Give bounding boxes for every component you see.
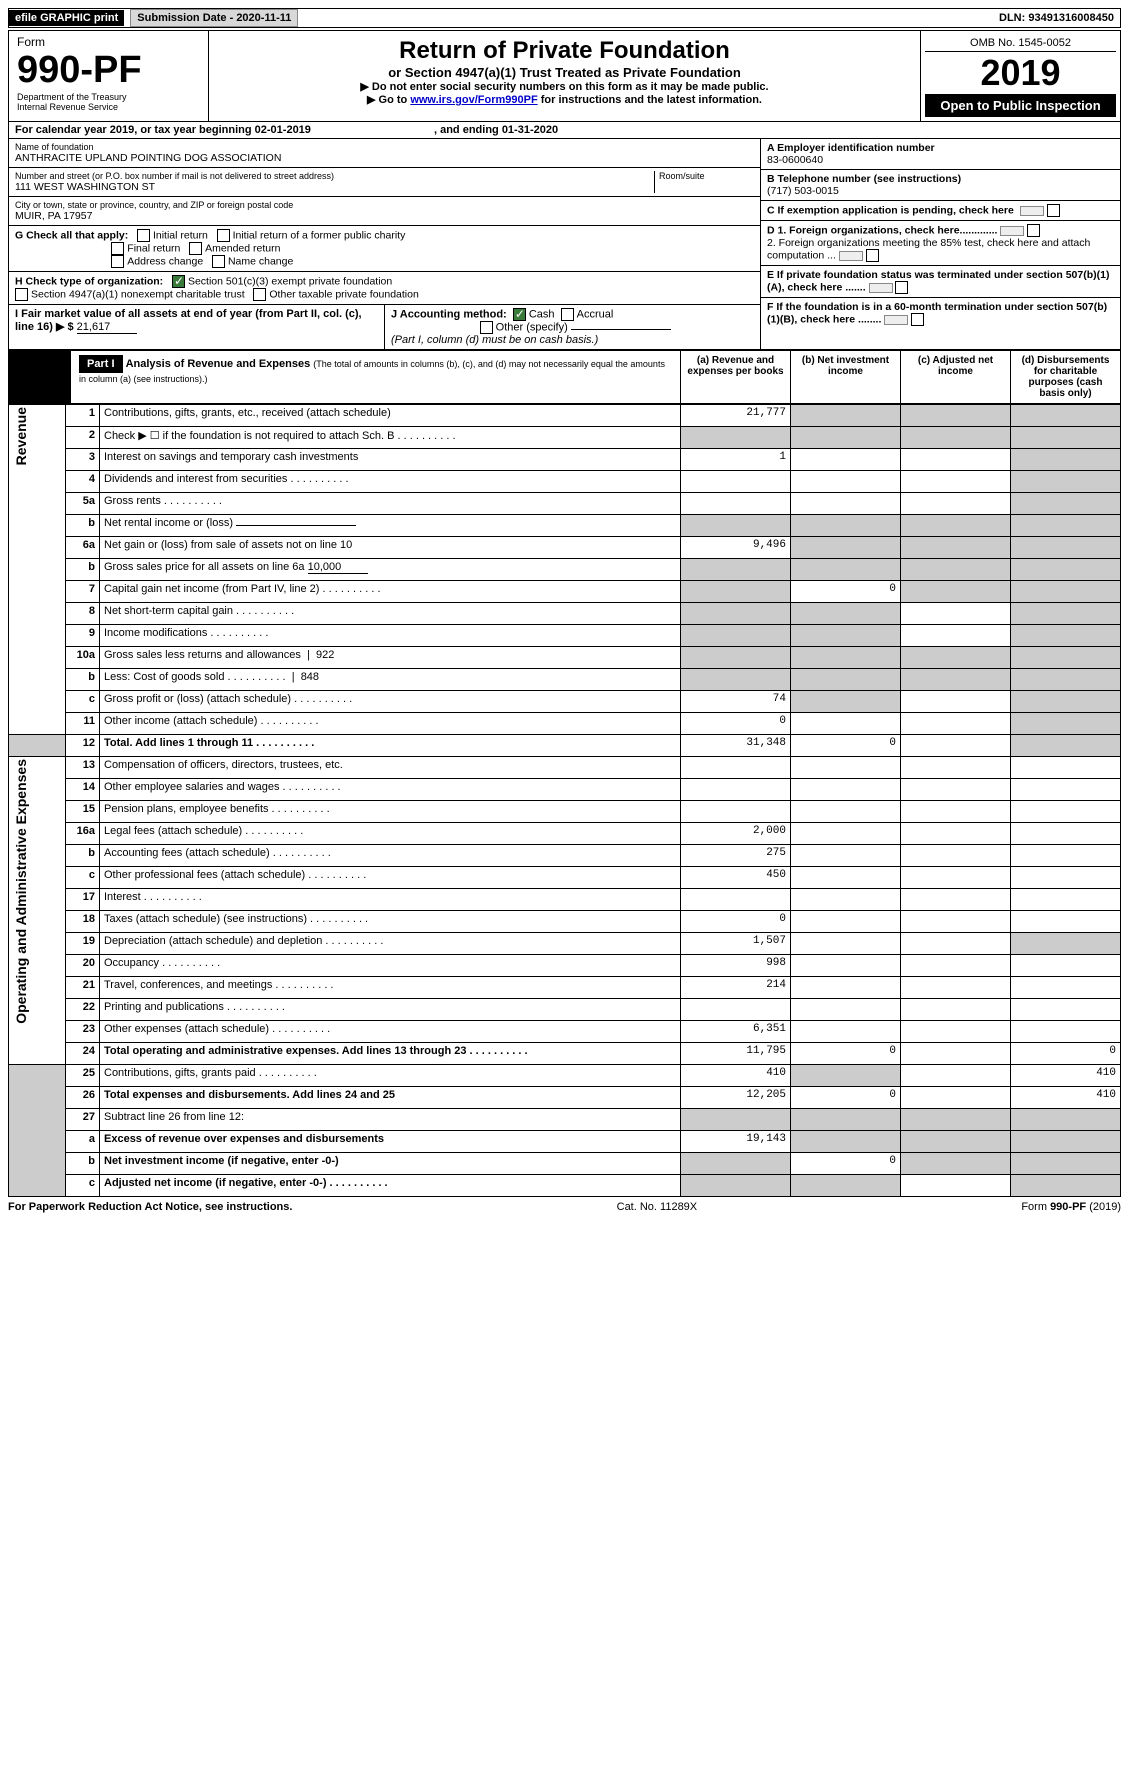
chk-accrual[interactable] bbox=[561, 308, 574, 321]
chk-initial[interactable] bbox=[137, 229, 150, 242]
phone-label: B Telephone number (see instructions) bbox=[767, 173, 1114, 185]
d2-label: 2. Foreign organizations meeting the 85%… bbox=[767, 237, 1114, 262]
col-b-hdr: (b) Net investment income bbox=[790, 351, 900, 403]
cash-basis-note: (Part I, column (d) must be on cash basi… bbox=[391, 334, 598, 346]
phone-value: (717) 503-0015 bbox=[767, 185, 1114, 197]
chk-d2[interactable] bbox=[866, 249, 879, 262]
chk-amended[interactable] bbox=[189, 242, 202, 255]
col-d-hdr: (d) Disbursements for charitable purpose… bbox=[1010, 351, 1120, 403]
chk-d1[interactable] bbox=[1027, 224, 1040, 237]
part1-table: Revenue 1Contributions, gifts, grants, e… bbox=[8, 404, 1121, 1197]
col-c-hdr: (c) Adjusted net income bbox=[900, 351, 1010, 403]
opex-label: Operating and Administrative Expenses bbox=[13, 759, 29, 1024]
calendar-year: For calendar year 2019, or tax year begi… bbox=[9, 122, 1120, 138]
instr-2: ▶ Go to www.irs.gov/Form990PF for instru… bbox=[221, 93, 908, 106]
chk-e[interactable] bbox=[895, 281, 908, 294]
chk-other-tax[interactable] bbox=[253, 288, 266, 301]
irs-link[interactable]: www.irs.gov/Form990PF bbox=[410, 94, 537, 106]
chk-other-method[interactable] bbox=[480, 321, 493, 334]
footer-right: Form 990-PF (2019) bbox=[1021, 1201, 1121, 1213]
chk-501c3[interactable] bbox=[172, 275, 185, 288]
c-label: C If exemption application is pending, c… bbox=[767, 204, 1014, 216]
form-word: Form bbox=[17, 35, 200, 49]
fmv-value: 21,617 bbox=[77, 321, 137, 334]
part1-title: Analysis of Revenue and Expenses bbox=[126, 358, 311, 370]
addr-label: Number and street (or P.O. box number if… bbox=[15, 171, 654, 181]
foundation-name: ANTHRACITE UPLAND POINTING DOG ASSOCIATI… bbox=[15, 152, 754, 164]
form-subtitle: or Section 4947(a)(1) Trust Treated as P… bbox=[221, 65, 908, 80]
arrow-icon bbox=[1020, 206, 1044, 216]
dept: Department of the Treasury bbox=[17, 92, 200, 102]
city-label: City or town, state or province, country… bbox=[15, 200, 754, 210]
city-state-zip: MUIR, PA 17957 bbox=[15, 210, 754, 222]
footer-left: For Paperwork Reduction Act Notice, see … bbox=[8, 1201, 292, 1213]
d1-label: D 1. Foreign organizations, check here..… bbox=[767, 224, 1114, 237]
chk-addr-change[interactable] bbox=[111, 255, 124, 268]
instr-1: ▶ Do not enter social security numbers o… bbox=[221, 80, 908, 93]
submission-btn[interactable]: Submission Date - 2020-11-11 bbox=[130, 9, 298, 27]
part1-header: Part I Analysis of Revenue and Expenses … bbox=[8, 351, 1121, 404]
top-bar: efile GRAPHIC print Submission Date - 20… bbox=[8, 8, 1121, 28]
chk-cash[interactable] bbox=[513, 308, 526, 321]
name-label: Name of foundation bbox=[15, 142, 754, 152]
chk-4947[interactable] bbox=[15, 288, 28, 301]
form-title: Return of Private Foundation bbox=[221, 37, 908, 65]
chk-final[interactable] bbox=[111, 242, 124, 255]
room-label: Room/suite bbox=[659, 171, 754, 181]
open-inspection: Open to Public Inspection bbox=[925, 94, 1116, 117]
page-footer: For Paperwork Reduction Act Notice, see … bbox=[8, 1197, 1121, 1213]
chk-name-change[interactable] bbox=[212, 255, 225, 268]
revenue-label: Revenue bbox=[13, 407, 29, 465]
ein-label: A Employer identification number bbox=[767, 142, 1114, 154]
form-number: 990-PF bbox=[17, 49, 200, 92]
chk-f[interactable] bbox=[911, 313, 924, 326]
section-g: G Check all that apply: Initial return I… bbox=[9, 226, 760, 272]
col-a-hdr: (a) Revenue and expenses per books bbox=[680, 351, 790, 403]
part1-badge: Part I bbox=[79, 355, 123, 373]
footer-mid: Cat. No. 11289X bbox=[617, 1201, 698, 1213]
identification-block: Name of foundation ANTHRACITE UPLAND POI… bbox=[9, 139, 1120, 350]
dln: DLN: 93491316008450 bbox=[993, 10, 1120, 26]
tax-year: 2019 bbox=[925, 52, 1116, 94]
section-h: H Check type of organization: Section 50… bbox=[9, 272, 760, 305]
chk-initial-former[interactable] bbox=[217, 229, 230, 242]
r1-a: 21,777 bbox=[681, 405, 791, 427]
omb-no: OMB No. 1545-0052 bbox=[925, 35, 1116, 52]
irs: Internal Revenue Service bbox=[17, 102, 200, 112]
street-address: 111 WEST WASHINGTON ST bbox=[15, 181, 654, 193]
efile-btn[interactable]: efile GRAPHIC print bbox=[9, 10, 124, 26]
f-label: F If the foundation is in a 60-month ter… bbox=[767, 301, 1107, 325]
chk-c[interactable] bbox=[1047, 204, 1060, 217]
form-header: Form 990-PF Department of the Treasury I… bbox=[8, 30, 1121, 122]
section-ij: I Fair market value of all assets at end… bbox=[9, 305, 760, 349]
ein-value: 83-0600640 bbox=[767, 154, 1114, 166]
e-label: E If private foundation status was termi… bbox=[767, 269, 1109, 293]
